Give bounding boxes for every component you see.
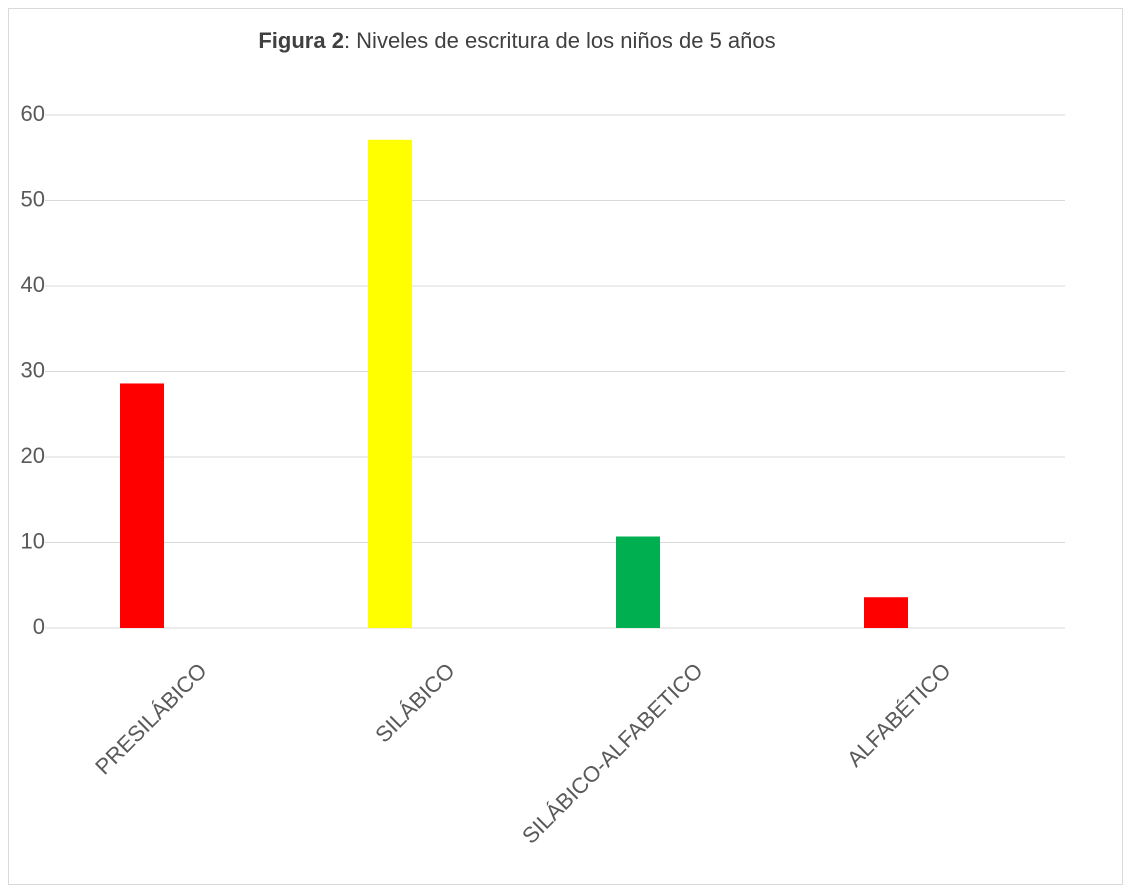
bar <box>864 597 908 628</box>
chart-title: Figura 2: Niveles de escritura de los ni… <box>258 28 775 53</box>
bar <box>616 536 660 628</box>
y-tick-label: 30 <box>21 357 45 382</box>
y-tick-label: 0 <box>33 614 45 639</box>
title-text: : Niveles de escritura de los niños de 5… <box>344 28 776 53</box>
y-tick-label: 10 <box>21 528 45 553</box>
title-label: Figura 2 <box>258 28 344 53</box>
bar <box>120 383 164 628</box>
y-tick-label: 50 <box>21 186 45 211</box>
chart-frame <box>8 8 1123 885</box>
y-tick-label: 40 <box>21 272 45 297</box>
y-tick-label: 20 <box>21 443 45 468</box>
y-tick-label: 60 <box>21 101 45 126</box>
bar <box>368 139 412 629</box>
